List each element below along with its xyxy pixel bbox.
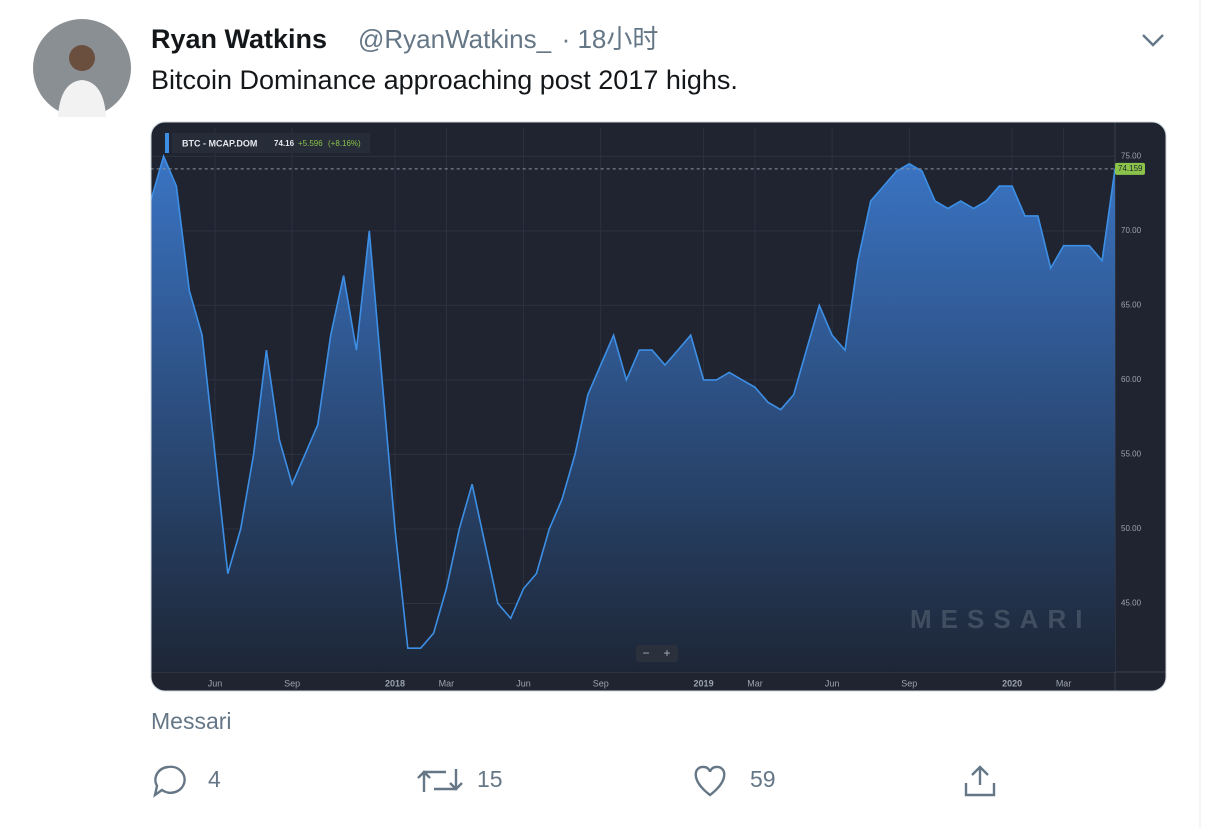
- series-line: [151, 153, 1116, 649]
- share-icon[interactable]: [964, 765, 996, 797]
- zoom-control[interactable]: −: [642, 646, 649, 660]
- card-source: Messari: [151, 708, 232, 734]
- y-tick-label: 75.00: [1121, 151, 1142, 160]
- price-label: 74.159: [1118, 164, 1143, 173]
- watermark: MESSARI: [910, 604, 1091, 634]
- menu-chevron[interactable]: [1142, 34, 1164, 47]
- y-tick-label: 65.00: [1121, 300, 1142, 309]
- x-tick-label: 2018: [385, 678, 405, 688]
- like-icon[interactable]: [694, 765, 726, 797]
- card-border: [150, 121, 1167, 692]
- legend-box: [172, 133, 370, 153]
- x-tick-label: Mar: [1056, 678, 1072, 688]
- y-tick-label: 55.00: [1121, 450, 1142, 459]
- y-tick-label: 50.00: [1121, 524, 1142, 533]
- legend-change: +5.596: [298, 139, 323, 148]
- reply-icon[interactable]: [153, 765, 186, 798]
- x-tick-label: Jun: [825, 678, 840, 688]
- timestamp[interactable]: · 18小时: [562, 24, 659, 54]
- y-tick-label: 70.00: [1121, 226, 1142, 235]
- avatar-body: [58, 80, 106, 117]
- legend-change-pct: (+8.16%): [328, 139, 361, 148]
- chart-card[interactable]: 45.00 50.00 55.00 60.00 65.00 70.00 75.00 Jun Se…: [151, 122, 1166, 691]
- zoom-bar: [636, 645, 678, 662]
- x-tick-label: Mar: [439, 678, 455, 688]
- like-count: 59: [750, 766, 776, 792]
- legend-value: 74.16: [274, 139, 295, 148]
- x-tick-label: Jun: [208, 678, 223, 688]
- retweet-icon[interactable]: [417, 769, 463, 792]
- reply-count: 4: [208, 766, 221, 792]
- x-tick-label: Sep: [901, 678, 917, 688]
- price-tag: [1115, 162, 1145, 175]
- tweet-text: Bitcoin Dominance approaching post 2017 …: [151, 65, 738, 95]
- x-tick-label: Mar: [747, 678, 763, 688]
- x-tick-label: 2020: [1002, 678, 1022, 688]
- area-fill: [151, 156, 1115, 672]
- author-handle[interactable]: @RyanWatkins_: [358, 24, 552, 54]
- y-tick-label: 45.00: [1121, 599, 1142, 608]
- author-name[interactable]: Ryan Watkins: [151, 24, 327, 54]
- legend-title: BTC - MCAP.DOM: [182, 138, 257, 148]
- x-tick-label: 2019: [694, 678, 714, 688]
- x-tick-label: Sep: [593, 678, 609, 688]
- legend-swatch: [165, 133, 169, 153]
- zoom-control[interactable]: +: [663, 646, 670, 660]
- avatar-face: [69, 45, 95, 71]
- y-tick-label: 60.00: [1121, 375, 1142, 384]
- x-tick-label: Sep: [284, 678, 300, 688]
- retweet-count: 15: [477, 766, 503, 792]
- x-tick-label: Jun: [516, 678, 531, 688]
